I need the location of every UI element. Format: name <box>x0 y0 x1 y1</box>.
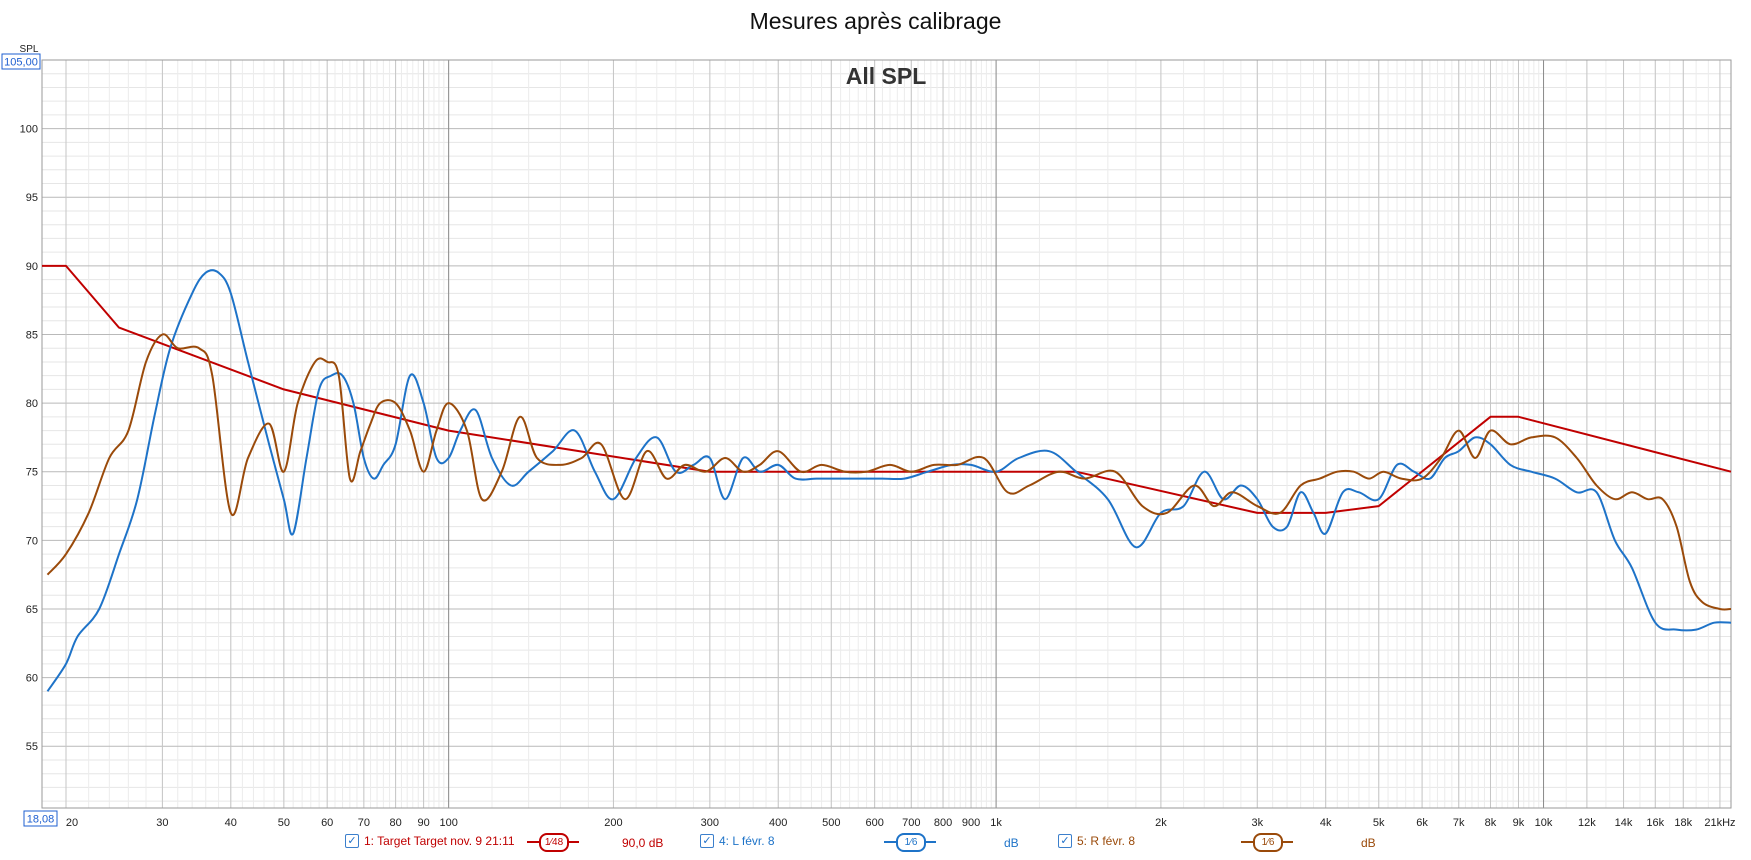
chart-title: All SPL <box>846 63 927 89</box>
x-tick-label: 4k <box>1320 817 1332 829</box>
checkbox-right[interactable]: ✓ <box>1058 834 1072 848</box>
legend-label-right: 5: R févr. 8 <box>1077 834 1136 848</box>
legend-bar: ✓ 1: Target Target nov. 9 21:11 1⁄48 90,… <box>0 831 1751 857</box>
x-tick-label: 40 <box>225 817 237 829</box>
page-title: Mesures après calibrage <box>749 8 1002 34</box>
x-tick-label: 7k <box>1453 817 1465 829</box>
y-tick-label: 60 <box>26 673 38 685</box>
checkbox-left[interactable]: ✓ <box>700 834 714 848</box>
series-line-2 <box>46 269 1732 692</box>
x-tick-label: 400 <box>769 817 787 829</box>
x-tick-label: 14k <box>1615 817 1633 829</box>
x-tick-label: 18k <box>1674 817 1692 829</box>
legend-db-right: dB <box>1361 836 1376 850</box>
x-tick-label: 3k <box>1251 817 1263 829</box>
x-tick-label: 100 <box>439 817 457 829</box>
legend-label-target: 1: Target Target nov. 9 21:11 <box>364 834 515 848</box>
legend-item-right[interactable]: ✓ 5: R févr. 8 <box>1058 834 1135 848</box>
legend-label-left: 4: L févr. 8 <box>719 834 775 848</box>
y-tick-label: 55 <box>26 741 38 753</box>
series-line-3 <box>46 333 1732 611</box>
legend-item-left[interactable]: ✓ 4: L févr. 8 <box>700 834 775 848</box>
x-tick-label: 2k <box>1155 817 1167 829</box>
x-tick-label: 12k <box>1578 817 1596 829</box>
y-tick-label: 65 <box>26 604 38 616</box>
y-tick-label: 75 <box>26 467 38 479</box>
y-tick-label: 80 <box>26 398 38 410</box>
y-axis-label: SPL <box>20 44 39 55</box>
x-tick-label: 21kHz <box>1704 817 1735 829</box>
y-max-readout[interactable]: 105,00 <box>1 53 41 70</box>
y-tick-label: 95 <box>26 192 38 204</box>
smoothing-right[interactable]: 1⁄6 <box>1241 833 1293 852</box>
smoothing-target[interactable]: 1⁄48 <box>527 833 579 852</box>
plot-border <box>41 59 1732 809</box>
x-tick-label: 800 <box>934 817 952 829</box>
plot-frame <box>41 59 1732 809</box>
smoothing-left-label: 1⁄6 <box>896 833 926 852</box>
grid-major <box>42 60 1731 808</box>
series-layer <box>42 264 1732 692</box>
x-min-readout[interactable]: 18,08 <box>23 810 58 827</box>
grid-minor <box>42 60 1731 808</box>
x-tick-label: 80 <box>389 817 401 829</box>
spl-chart[interactable]: 55 60 65 70 75 80 85 90 95 100 20 30 40 50 60 70 80 90 10… <box>0 0 1751 830</box>
x-tick-label: 700 <box>902 817 920 829</box>
y-tick-labels: 55 60 65 70 75 80 85 90 95 100 <box>20 124 38 754</box>
x-tick-label: 16k <box>1646 817 1664 829</box>
x-tick-labels: 20 30 40 50 60 70 80 90 100 200 300 400 500 600 700 800… <box>66 817 1736 829</box>
x-tick-label: 9k <box>1513 817 1525 829</box>
smoothing-right-label: 1⁄6 <box>1253 833 1283 852</box>
checkbox-target[interactable]: ✓ <box>345 834 359 848</box>
x-tick-label: 5k <box>1373 817 1385 829</box>
x-tick-label: 8k <box>1485 817 1497 829</box>
y-tick-label: 90 <box>26 261 38 273</box>
y-tick-label: 100 <box>20 124 38 136</box>
y-max-readout-text: 105,00 <box>4 57 38 69</box>
y-tick-label: 70 <box>26 535 38 547</box>
smoothing-target-label: 1⁄48 <box>539 833 569 852</box>
x-tick-label: 20 <box>66 817 78 829</box>
y-tick-label: 85 <box>26 329 38 341</box>
smoothing-left[interactable]: 1⁄6 <box>884 833 936 852</box>
x-min-readout-text: 18,08 <box>27 814 55 826</box>
x-tick-label: 500 <box>822 817 840 829</box>
x-tick-label: 60 <box>321 817 333 829</box>
legend-item-target[interactable]: ✓ 1: Target Target nov. 9 21:11 <box>345 834 515 848</box>
x-tick-label: 50 <box>278 817 290 829</box>
x-tick-label: 30 <box>156 817 168 829</box>
legend-db-target: 90,0 dB <box>622 836 664 850</box>
x-tick-label: 6k <box>1416 817 1428 829</box>
legend-db-left: dB <box>1004 836 1019 850</box>
x-tick-label: 70 <box>358 817 370 829</box>
x-tick-label: 300 <box>701 817 719 829</box>
x-tick-label: 900 <box>962 817 980 829</box>
x-tick-label: 200 <box>604 817 622 829</box>
x-tick-label: 1k <box>990 817 1002 829</box>
x-tick-label: 10k <box>1535 817 1553 829</box>
x-tick-label: 90 <box>417 817 429 829</box>
x-tick-label: 600 <box>865 817 883 829</box>
